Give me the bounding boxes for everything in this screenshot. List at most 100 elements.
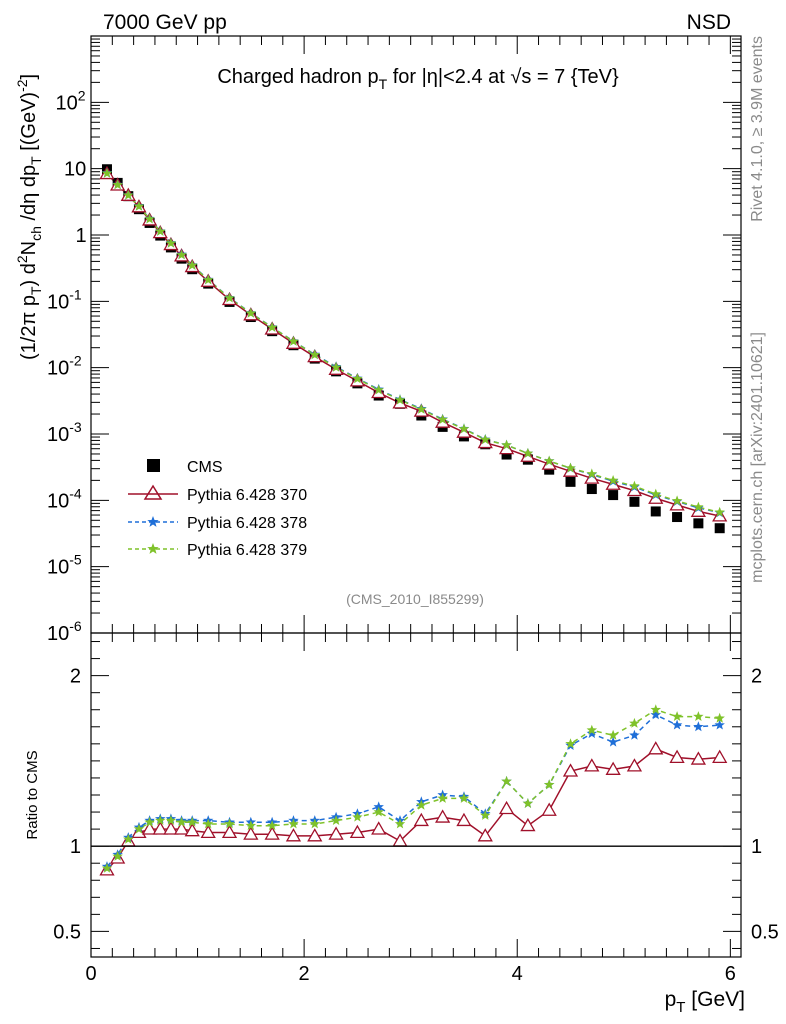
main-series-markers [99, 164, 728, 534]
main-ytick-labels: 10-6 10-5 10-4 10-3 10-2 10-1 1 10 102 [47, 87, 87, 645]
p379-point [437, 414, 448, 424]
main-ytick-label: 102 [56, 87, 86, 114]
p370-point [669, 497, 685, 511]
ratio-p370-point [328, 826, 344, 840]
main-ytick-label: 10 [64, 159, 86, 181]
legend-marker-cms [147, 459, 160, 472]
ratio-p379-point [416, 799, 427, 810]
p379-point [266, 321, 278, 332]
p370-point [584, 470, 600, 484]
p379-point [309, 349, 320, 360]
ratio-p379-point [458, 792, 470, 803]
ratio-p379-point [112, 850, 123, 861]
main-ytick-label: 10-1 [47, 286, 82, 313]
ratio-p370-point [456, 812, 472, 827]
ratio-p370-point [200, 824, 216, 839]
ratio-p370-point [264, 826, 280, 840]
ratio-ytick-label: 2 [70, 666, 81, 688]
ratio-p378-point [650, 709, 661, 720]
analysis-id: (CMS_2010_I855299) [346, 591, 484, 607]
cms-point [565, 476, 576, 487]
p379-point [330, 361, 342, 372]
main-line-p370 [106, 173, 720, 517]
p379-point [155, 226, 166, 236]
p379-point [133, 200, 145, 211]
ratio-p379-point [671, 711, 683, 721]
ratio-p370-point [562, 763, 579, 777]
ratio-p378-point [373, 801, 384, 812]
p379-point [693, 501, 704, 512]
ratio-p379-point [352, 811, 363, 822]
ratio-panel: 0.5 0.5 1 1 2 2 0 2 4 6 Ratio to CMS pT [GeV] [24, 632, 779, 1016]
ratio-ytick-label: 0.5 [53, 921, 81, 943]
ratio-p379-point [144, 816, 155, 827]
ratio-p379-point [714, 712, 725, 723]
ratio-p370-point [435, 809, 451, 823]
main-ticks [90, 36, 741, 634]
ratio-p378-point [629, 729, 640, 740]
ratio-p379-point [650, 704, 661, 715]
p379-point [394, 394, 406, 405]
ratio-p370-point [669, 749, 685, 764]
main-ytick-label: 10-5 [47, 552, 82, 579]
p370-point [541, 456, 557, 470]
x-tick-label: 4 [512, 963, 523, 985]
ratio-frame [90, 632, 742, 958]
ratio-p370-point [413, 812, 429, 827]
cms-point [672, 512, 683, 523]
ratio-p370-point [605, 761, 621, 775]
ratio-p379-point [155, 815, 166, 825]
cms-point [608, 490, 619, 501]
ratio-p378-point [671, 719, 683, 730]
ratio-p370-point [307, 828, 323, 842]
ratio-p379-point [373, 806, 384, 817]
p379-point [352, 373, 363, 384]
p379-point [203, 274, 214, 285]
ratio-p379-point [586, 724, 598, 735]
ratio-p370-point [349, 824, 366, 839]
p379-point [416, 403, 427, 414]
p379-point [544, 455, 555, 466]
main-ytick-label: 10-6 [47, 618, 82, 645]
cms-point [693, 518, 704, 529]
ratio-ytick-label-right: 0.5 [751, 921, 779, 943]
legend-label-cms: CMS [187, 459, 223, 476]
x-tick-label: 0 [85, 963, 96, 985]
p379-point [714, 506, 725, 517]
ratio-p378-point [714, 719, 725, 730]
p379-point [245, 307, 257, 318]
ratio-p370-point [285, 828, 302, 842]
ratio-p379-point [203, 818, 214, 829]
ratio-p370-point [648, 741, 664, 755]
ratio-p379-point [522, 798, 534, 808]
ratio-p379-point [480, 810, 491, 820]
ratio-ytick-label-right: 2 [751, 666, 762, 688]
ratio-p378-point [586, 728, 598, 739]
legend-label-379: Pythia 6.428 379 [187, 542, 307, 559]
legend-label-370: Pythia 6.428 370 [187, 487, 307, 504]
p379-point [288, 335, 299, 346]
x-tick-labels: 0 2 4 6 [85, 963, 735, 985]
p370-point [690, 503, 706, 517]
p379-point [176, 249, 187, 260]
ratio-series-lines [106, 708, 720, 871]
ratio-p378-point [693, 721, 704, 732]
p379-point [586, 468, 598, 479]
chart-title: Charged hadron pT for |η|<2.4 at √s = 7 … [217, 66, 619, 92]
p379-point [629, 480, 640, 491]
p370-point [712, 508, 728, 522]
ratio-p370-point [173, 821, 190, 835]
header-left: 7000 GeV pp [103, 11, 227, 34]
ratio-p379-point [565, 738, 576, 749]
main-y-axis-label: (1/2π pT) d2Nch /dη dpT [(GeV)-2] [14, 74, 44, 360]
cms-point [650, 506, 661, 517]
ratio-p370-point [584, 758, 600, 772]
p370-point [626, 482, 643, 497]
p370-point [648, 490, 664, 504]
cms-point [501, 449, 512, 460]
cms-point [629, 496, 640, 507]
ratio-p379-point [437, 792, 448, 803]
ratio-p378-point [607, 736, 619, 747]
p370-point [498, 440, 515, 455]
